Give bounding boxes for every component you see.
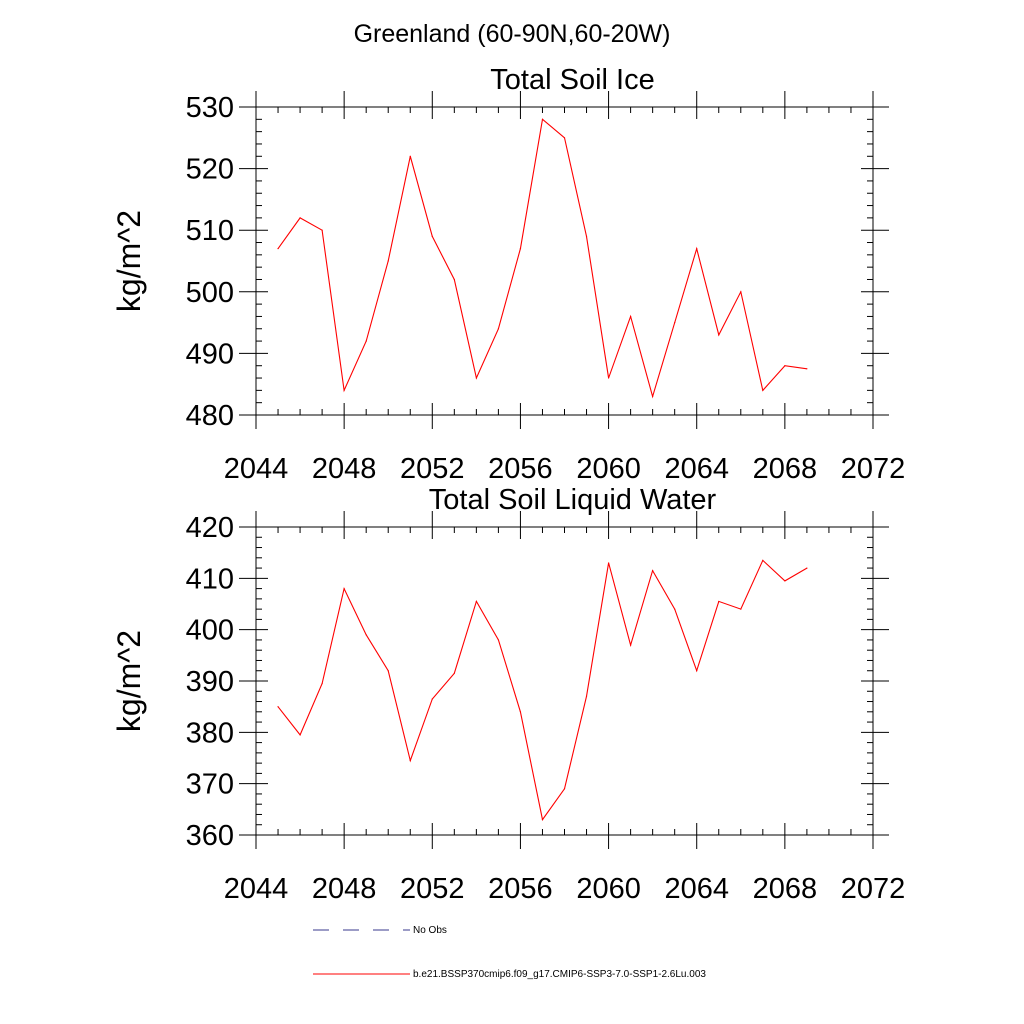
p1-x-tick-label: 2060 — [576, 873, 641, 905]
p0-series-point — [630, 315, 632, 318]
p0-x-tick-label: 2056 — [488, 453, 553, 485]
p1-series-point — [453, 672, 455, 674]
p0-x-tick-label: 2060 — [576, 453, 641, 485]
p0-series-point — [718, 334, 720, 336]
p0-series-point — [475, 377, 477, 379]
p1-series-point — [784, 580, 786, 582]
p1-series-point — [762, 559, 764, 561]
p1-x-tick-label: 2068 — [753, 873, 818, 905]
p1-series-point — [365, 634, 367, 636]
p0-series-point — [806, 368, 808, 370]
p1-x-tick-label: 2048 — [312, 873, 377, 905]
p1-series-point — [409, 759, 411, 762]
p1-series-point — [541, 819, 544, 821]
p1-y-tick-label: 360 — [186, 820, 234, 852]
legend-entry-model-run: b.e21.BSSP370cmip6.f09_g17.CMIP6-SSP3-7.… — [313, 969, 706, 980]
p0-series-point — [740, 291, 742, 293]
p0-series-line-0 — [277, 118, 807, 399]
p0-series-point — [519, 248, 522, 250]
p1-x-tick-label: 2052 — [400, 873, 465, 905]
p0-x-tick-label: 2064 — [664, 453, 729, 485]
p1-series-point — [674, 608, 676, 610]
p1-series-point — [652, 570, 654, 572]
p1-series-point — [277, 706, 279, 708]
p1-y-tick-label: 420 — [186, 512, 234, 544]
p0-series-point — [541, 118, 544, 120]
p0-series-point — [563, 137, 566, 139]
p1-series-point — [497, 639, 499, 641]
panel-total-soil-ice: Total Soil Ice 2044 2048 2052 2056 2060 2064 20… — [111, 64, 905, 485]
p0-title: Total Soil Ice — [490, 64, 654, 96]
p0-series-point — [431, 235, 433, 237]
p1-series-point — [299, 734, 301, 736]
p1-series-point — [718, 600, 720, 603]
p0-series-point — [762, 389, 764, 391]
p1-series-point — [563, 788, 566, 790]
legend: No Obs b.e21.BSSP370cmip6.f09_g17.CMIP6-… — [313, 925, 706, 980]
p0-series-point — [321, 229, 323, 231]
p0-series-point — [784, 365, 786, 367]
p1-series-line-0 — [277, 559, 808, 821]
p1-y-axis-label: kg/m^2 — [111, 630, 147, 732]
p1-x-tick-label: 2064 — [664, 873, 729, 905]
p1-x-tick-label: 2056 — [488, 873, 553, 905]
p0-y-tick-label: 510 — [186, 215, 234, 247]
figure-title: Greenland (60-90N,60-20W) — [354, 20, 671, 48]
p1-y-tick-label: 380 — [186, 717, 234, 749]
p0-series-point — [343, 389, 345, 391]
p0-series-point — [696, 248, 698, 250]
p0-series-point — [652, 395, 654, 398]
p1-series-point — [431, 698, 433, 700]
p0-series-point — [453, 278, 455, 281]
p0-x-tick-label: 2048 — [312, 453, 377, 485]
p1-series-point — [475, 600, 477, 603]
p0-y-tick-label: 500 — [186, 277, 234, 309]
p1-x-tick-label: 2044 — [224, 873, 289, 905]
p0-x-tick-label: 2052 — [400, 453, 465, 485]
p1-y-tick-label: 410 — [186, 563, 234, 595]
p0-y-tick-label: 480 — [186, 400, 234, 432]
p1-series-point — [607, 562, 610, 564]
p0-series-point — [277, 248, 279, 250]
p0-series-point — [585, 235, 588, 237]
p1-series-point — [343, 588, 345, 590]
p0-series-point — [387, 260, 389, 262]
p0-y-tick-label: 490 — [186, 338, 234, 370]
p1-y-tick-label: 370 — [186, 769, 234, 801]
p0-series-point — [607, 377, 610, 379]
p1-series-point — [585, 695, 588, 698]
p1-title: Total Soil Liquid Water — [429, 484, 717, 516]
p0-x-tick-label: 2072 — [841, 453, 906, 485]
p0-series-point — [674, 322, 676, 324]
p0-series-point — [365, 340, 367, 342]
p0-y-tick-label: 530 — [186, 92, 234, 124]
p1-y-tick-label: 390 — [186, 666, 234, 698]
p1-series-point — [630, 644, 632, 646]
panel-total-soil-liquid-water: Total Soil Liquid Water 2044 2048 2052 2056 2… — [111, 484, 905, 905]
p1-x-tick-label: 2072 — [841, 873, 906, 905]
p1-series-point — [387, 670, 389, 672]
p1-series-point — [740, 608, 742, 610]
p1-series-point — [696, 670, 698, 672]
p0-series-point — [299, 217, 301, 219]
p0-y-tick-label: 520 — [186, 154, 234, 186]
p0-plot-frame — [255, 106, 874, 416]
p0-x-tick-label: 2044 — [224, 453, 289, 485]
p1-series-point — [806, 567, 808, 569]
p1-series-point — [519, 711, 522, 713]
p0-series-point — [409, 155, 411, 157]
legend-label-no-obs: No Obs — [413, 925, 447, 936]
legend-entry-no-obs: No Obs — [313, 925, 447, 936]
p1-series-point — [321, 682, 323, 685]
p1-y-tick-label: 400 — [186, 615, 234, 647]
legend-label-model-run: b.e21.BSSP370cmip6.f09_g17.CMIP6-SSP3-7.… — [413, 969, 706, 980]
p0-y-axis-label: kg/m^2 — [111, 210, 147, 312]
p0-series-point — [497, 328, 499, 330]
p0-x-tick-label: 2068 — [753, 453, 818, 485]
